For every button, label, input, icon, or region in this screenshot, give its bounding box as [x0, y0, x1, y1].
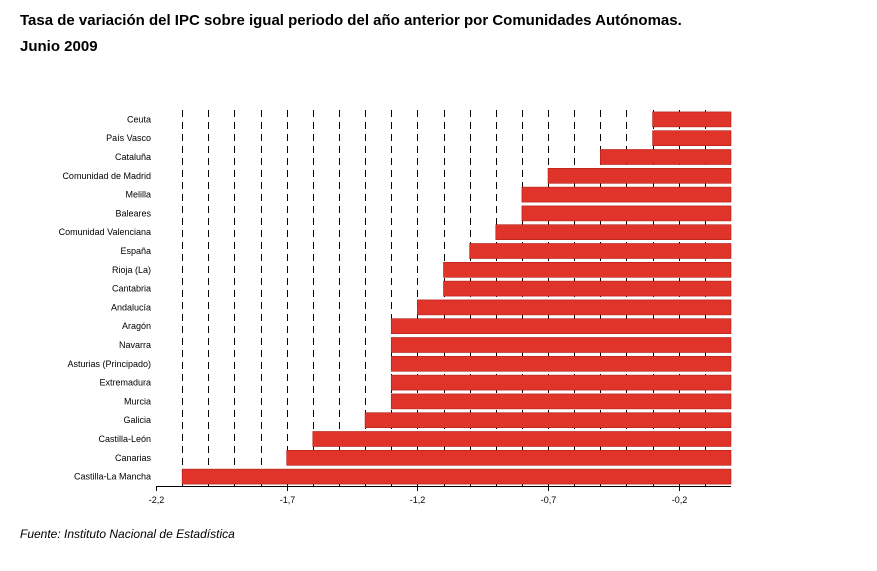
- bar: [312, 431, 732, 447]
- category-label: Castilla-La Mancha: [74, 472, 151, 482]
- bar: [652, 130, 732, 146]
- x-tick-label: -1,2: [410, 495, 426, 505]
- bar: [547, 168, 732, 184]
- category-label: Ceuta: [127, 114, 151, 124]
- bar: [390, 374, 732, 391]
- category-label: Aragón: [122, 321, 151, 331]
- bar: [417, 299, 732, 316]
- category-label: País Vasco: [106, 133, 151, 143]
- bar: [443, 261, 732, 278]
- category-label: Castilla-León: [98, 434, 151, 444]
- category-label: España: [120, 246, 151, 256]
- chart-title: Tasa de variación del IPC sobre igual pe…: [20, 8, 860, 60]
- category-label: Baleares: [115, 208, 151, 218]
- bar: [390, 355, 732, 372]
- category-label: Rioja (La): [112, 265, 151, 275]
- bar: [652, 111, 732, 128]
- bar: [390, 318, 732, 335]
- bar: [390, 393, 732, 410]
- category-label: Asturias (Principado): [67, 359, 151, 369]
- category-label: Canarias: [115, 453, 152, 463]
- bar: [181, 468, 732, 485]
- x-tick-label: -1,7: [280, 495, 296, 505]
- category-label: Murcia: [124, 396, 151, 406]
- bar: [521, 186, 732, 203]
- category-label: Extremadura: [99, 378, 151, 388]
- category-label: Cantabria: [112, 284, 151, 294]
- category-label: Navarra: [119, 340, 151, 350]
- category-label: Comunidad Valenciana: [59, 227, 151, 237]
- bar: [286, 449, 732, 466]
- bar: [390, 337, 732, 353]
- bar: [495, 224, 732, 240]
- bar: [521, 205, 732, 222]
- x-tick-label: -2,2: [149, 495, 165, 505]
- bar: [600, 149, 732, 165]
- bar: [469, 243, 732, 259]
- bar: [364, 412, 732, 429]
- x-tick-label: -0,2: [672, 495, 688, 505]
- chart-title-line-2: Junio 2009: [20, 38, 98, 55]
- category-label: Galicia: [123, 415, 151, 425]
- source-note: Fuente: Instituto Nacional de Estadístic…: [20, 527, 235, 541]
- category-label: Andalucía: [111, 302, 151, 312]
- x-tick-label: -0,7: [541, 495, 557, 505]
- category-label: Melilla: [125, 190, 151, 200]
- category-label: Cataluña: [115, 152, 151, 162]
- category-label: Comunidad de Madrid: [62, 171, 151, 181]
- chart-title-line-1: Tasa de variación del IPC sobre igual pe…: [20, 12, 682, 29]
- bar: [443, 280, 732, 297]
